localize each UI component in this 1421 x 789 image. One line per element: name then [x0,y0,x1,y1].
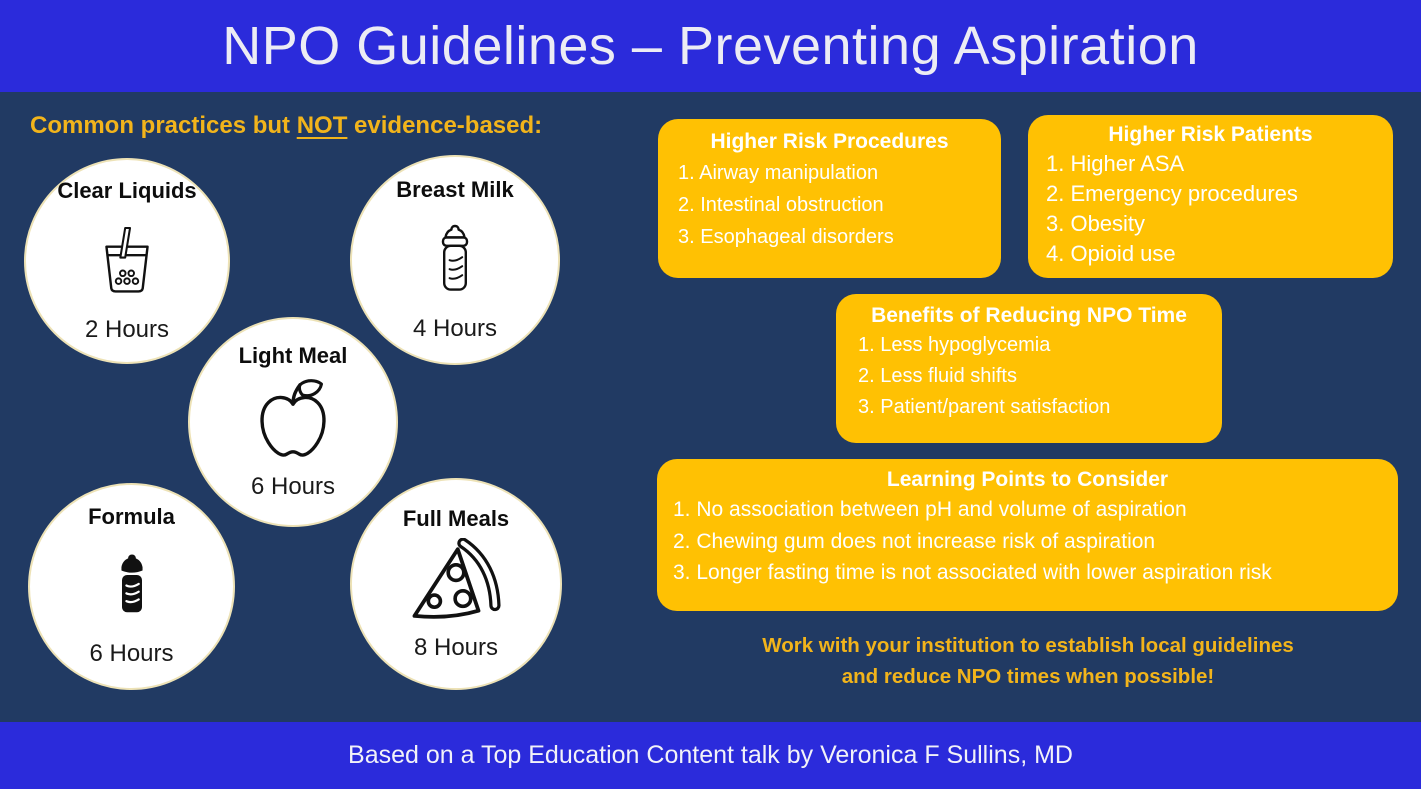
box-item: 3. Obesity [1046,211,1146,236]
box-item: 3. Esophageal disorders [678,226,894,248]
box-title: Benefits of Reducing NPO Time [871,304,1187,327]
circle-label: Clear Liquids [57,177,197,203]
apple-icon [253,375,333,467]
npo-circle-light-meal: Light Meal 6 Hours [188,317,398,527]
box-item: 2. Chewing gum does not increase risk of… [673,529,1156,553]
title-banner: NPO Guidelines – Preventing Aspiration [0,0,1421,92]
box-title: Learning Points to Consider [886,468,1169,491]
box-title: Higher Risk Procedures [710,130,949,153]
page-title: NPO Guidelines – Preventing Aspiration [222,16,1199,76]
heading-post: evidence-based: [347,112,543,139]
box-item: 3. Patient/parent satisfaction [858,396,1111,418]
box-item: 2. Emergency procedures [1046,181,1298,206]
circle-label: Breast Milk [396,176,514,202]
baby-bottle-filled-icon [107,536,157,634]
not-emphasis: NOT [296,112,348,139]
bubble-tea-cup-icon [98,210,156,310]
circle-hours: 2 Hours [84,315,170,343]
box-item: 3. Longer fasting time is not associated… [673,561,1272,584]
circle-label: Full Meals [402,505,510,531]
higher-risk-procedures-box: Higher Risk Procedures 1. Airway manipul… [658,119,1001,278]
benefits-reducing-npo-box: Benefits of Reducing NPO Time 1. Less hy… [836,294,1222,443]
higher-risk-patients-box: Higher Risk Patients 1. Higher ASA 2. Em… [1028,115,1393,278]
box-item: 2. Intestinal obstruction [678,194,884,216]
heading-pre: Common practices but [30,112,297,139]
box-item: 2. Less fluid shifts [858,365,1017,387]
cta-line-1: Work with your institution to establish … [762,634,1294,657]
call-to-action: Work with your institution to establish … [658,630,1398,692]
learning-points-box: Learning Points to Consider 1. No associ… [657,459,1398,611]
npo-circle-breast-milk: Breast Milk 4 Hours [350,155,560,365]
credit-banner: Based on a Top Education Content talk by… [0,722,1421,789]
box-item: 1. Higher ASA [1046,151,1185,176]
box-item: 1. Less hypoglycemia [858,334,1051,356]
circle-hours: 8 Hours [413,633,499,661]
npo-circle-clear-liquids: Clear Liquids 2 Hours [24,158,230,364]
box-item: 1. Airway manipulation [678,162,879,184]
circle-label: Light Meal [238,342,348,368]
circle-hours: 4 Hours [412,314,498,342]
circle-hours: 6 Hours [250,472,336,500]
box-item: 1. No association between pH and volume … [673,498,1187,521]
section-heading: Common practices but NOT evidence-based: [30,112,542,140]
pizza-slice-icon [402,537,510,628]
cta-line-2: and reduce NPO times when possible! [841,665,1215,688]
credit-text: Based on a Top Education Content talk by… [348,741,1073,769]
box-item: 4. Opioid use [1046,241,1176,266]
box-title: Higher Risk Patients [1108,123,1313,146]
circle-hours: 6 Hours [89,640,174,667]
npo-circle-formula: Formula 6 Hours [28,483,235,690]
baby-bottle-outline-icon [428,209,482,309]
npo-circle-full-meals: Full Meals 8 Hours [350,478,562,690]
circle-label: Formula [88,504,175,529]
